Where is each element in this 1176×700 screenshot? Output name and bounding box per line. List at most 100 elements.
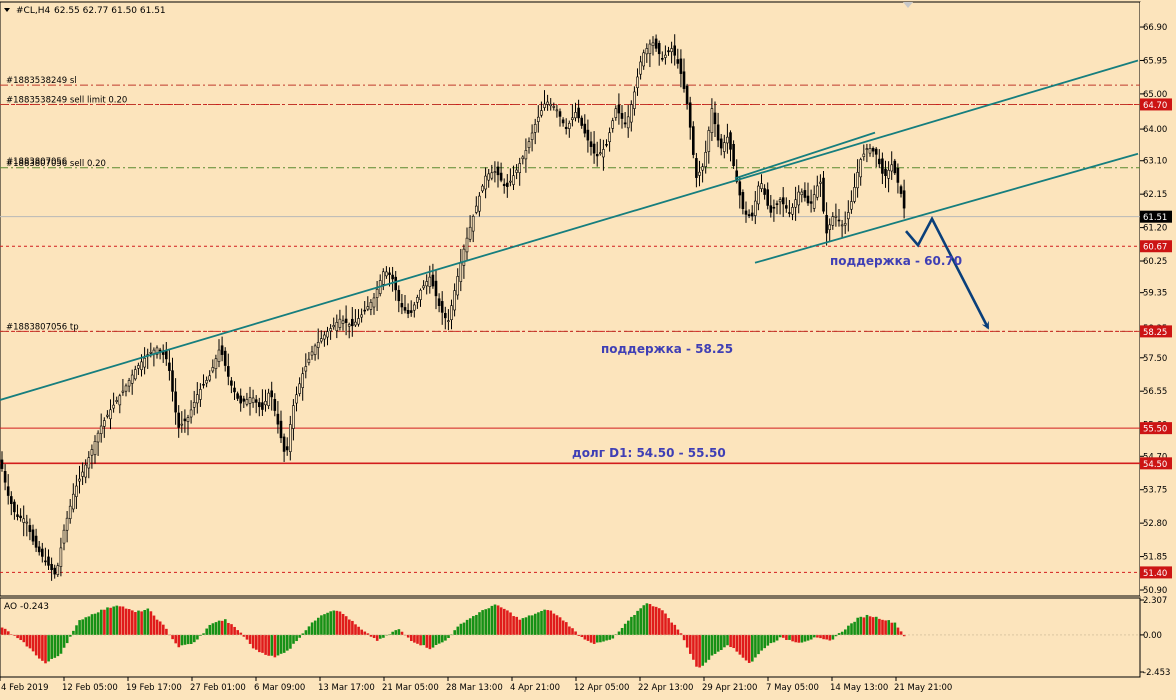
candle [409, 300, 413, 317]
ao-bar [103, 609, 106, 635]
candle-body [391, 274, 394, 280]
ao-bar [410, 634, 413, 642]
ao-bar [472, 616, 475, 635]
ao-bar [720, 634, 723, 651]
ao-bar [245, 634, 249, 640]
candle [592, 131, 596, 164]
ao-bar [701, 634, 704, 666]
candle [3, 464, 7, 491]
candle-body [264, 401, 267, 406]
ao-bar [819, 634, 822, 639]
ao-bar [741, 634, 745, 658]
candle-body [189, 409, 193, 418]
candle-body [90, 449, 94, 456]
candle-body [50, 563, 53, 571]
candle-body [357, 318, 360, 325]
ao-bar [685, 634, 689, 648]
candle [471, 214, 475, 243]
candle [846, 200, 850, 232]
candle-body [440, 301, 444, 313]
ao-bar [723, 634, 726, 648]
x-tick-label: 22 Apr 13:00 [638, 683, 693, 693]
candle [527, 137, 531, 154]
candle-body [96, 432, 100, 443]
candle [304, 353, 308, 379]
ao-bar [286, 634, 289, 651]
candle [664, 45, 667, 65]
candle-body [620, 113, 624, 119]
candle [493, 161, 497, 183]
ao-bar [766, 634, 770, 646]
candle-body [608, 132, 611, 143]
ao-bar [744, 634, 748, 661]
ao-bar [546, 610, 549, 635]
ao-bar [93, 613, 97, 635]
ao-bar [453, 630, 456, 635]
candle-body [487, 173, 491, 181]
candle-body [682, 71, 686, 89]
ao-bar [134, 612, 137, 635]
y-tick-label: 61.20 [1143, 224, 1167, 234]
ao-bar [757, 634, 760, 655]
candle-body [626, 116, 630, 129]
ao-bar [868, 616, 872, 635]
level-price-tag [1140, 422, 1172, 435]
candle-body [155, 347, 159, 355]
ao-bar [379, 634, 382, 639]
chevron-down-icon[interactable] [4, 8, 10, 12]
ao-bar [75, 625, 78, 635]
shift-marker-icon[interactable] [903, 2, 913, 8]
candle-body [629, 104, 633, 123]
ao-bar [112, 606, 115, 635]
time-axis[interactable]: 4 Feb 2019 12 Feb 05:00 19 Feb 17:00 27 Feb… [0, 677, 952, 693]
ao-bar [875, 616, 878, 635]
ao-pane[interactable]: AO -0.243 [0, 597, 1141, 678]
ao-bar [658, 608, 661, 635]
ao-bar [140, 611, 143, 635]
candle [10, 491, 13, 516]
candle [372, 293, 376, 315]
candle [344, 305, 348, 336]
ao-bar [667, 618, 670, 635]
candle-body [524, 150, 528, 160]
ao-bar [670, 622, 673, 635]
candle-body [546, 101, 549, 105]
ao-bar [620, 627, 624, 635]
candle [127, 377, 131, 393]
ao-bar [220, 620, 224, 635]
ao-bar [251, 634, 255, 649]
ao-bar [351, 620, 354, 635]
candle [158, 347, 162, 360]
candle-body [31, 529, 35, 542]
ao-bar [106, 607, 109, 635]
candle-body [422, 285, 425, 289]
ao-bar [329, 611, 332, 635]
ao-bar [614, 634, 618, 635]
ao-bar [202, 633, 205, 635]
ao-bar [809, 634, 813, 640]
candle [567, 120, 571, 138]
candle [654, 34, 658, 52]
ao-tick-label: 0.00 [1143, 631, 1162, 641]
candle-body [884, 168, 887, 176]
ao-bar [366, 633, 370, 635]
candle-body [478, 195, 481, 212]
y-tick-label: 60.25 [1143, 257, 1167, 267]
ao-bar [760, 634, 763, 651]
x-tick-label: 29 Apr 21:00 [702, 683, 757, 693]
ao-bar [481, 610, 484, 635]
candle [521, 155, 525, 165]
candle-body [735, 170, 739, 182]
price-pane[interactable]: #1883538249 sl #1883538249 sell limit 0.2… [0, 1, 1141, 597]
candle-body [791, 207, 794, 215]
candle [16, 504, 19, 521]
candle [633, 86, 636, 116]
candle [549, 98, 553, 111]
candle [595, 141, 599, 167]
candle-body [710, 108, 714, 133]
candle [558, 108, 562, 127]
candle-body [788, 212, 791, 214]
candle-body [766, 189, 770, 206]
candle-body [16, 514, 19, 517]
candle [707, 126, 711, 164]
